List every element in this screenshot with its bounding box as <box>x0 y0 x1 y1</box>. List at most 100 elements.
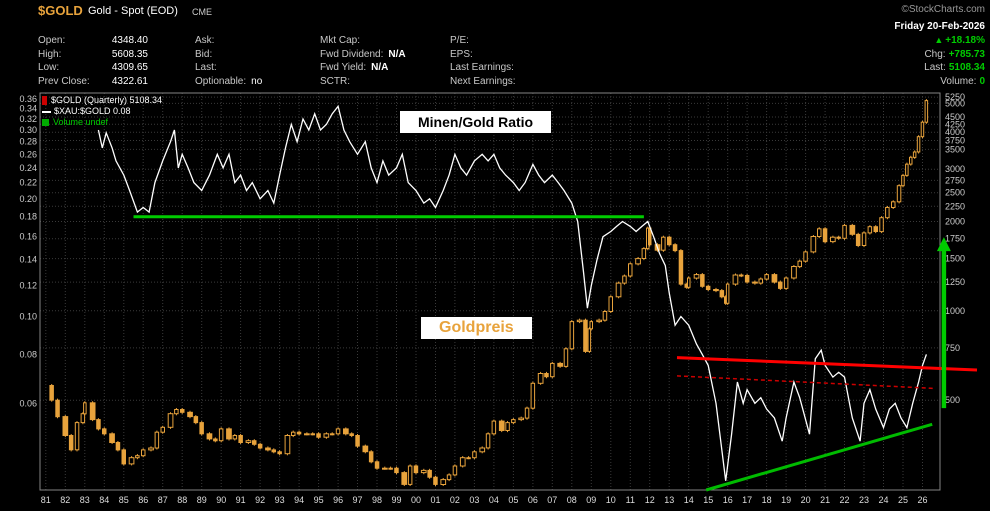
open-label: Open: <box>38 35 66 46</box>
x-axis-tick: 03 <box>469 495 479 505</box>
chg-value: +785.73 <box>948 48 985 60</box>
x-axis-tick: 00 <box>411 495 421 505</box>
prev-close-label: Prev Close: <box>38 75 90 87</box>
x-axis-tick: 05 <box>508 495 518 505</box>
symbol-name: Gold - Spot (EOD) <box>88 5 178 17</box>
x-axis-tick: 91 <box>236 495 246 505</box>
fwd-dividend-label: Fwd Dividend: <box>320 48 384 60</box>
exchange-label: CME <box>192 7 212 17</box>
x-axis-tick: 12 <box>645 495 655 505</box>
x-axis-tick: 01 <box>430 495 440 505</box>
ratio-red-resistance <box>676 356 978 372</box>
chart-area: 0.36 0.34 0.32 0.30 0.28 0.26 0.24 0.22 0.20 0.18… <box>0 90 990 511</box>
mktcap-label: Mkt Cap: <box>320 35 361 46</box>
left-axis-tick: 0.36 <box>19 94 37 104</box>
right-axis-tick: 4500 <box>945 112 965 122</box>
right-axis-tick: 3750 <box>945 136 965 146</box>
legend-gold: $GOLD (Quarterly) 5108.34 <box>51 95 163 105</box>
x-axis-tick: 10 <box>606 495 616 505</box>
right-axis-tick: 3500 <box>945 144 965 154</box>
goldpreis-annotation-label: Goldpreis <box>421 317 532 339</box>
legend-ratio: $XAU:$GOLD 0.08 <box>54 106 131 116</box>
eps-label: EPS: <box>450 48 473 60</box>
x-axis-tick: 84 <box>99 495 109 505</box>
x-axis-tick: 26 <box>917 495 927 505</box>
ratio-annotation-label: Minen/Gold Ratio <box>400 111 552 133</box>
up-triangle-icon: ▲ <box>934 35 944 45</box>
symbol: $GOLD <box>38 3 83 18</box>
open-value: 4348.40 <box>111 35 148 46</box>
stockcharts-copyright-link[interactable]: ©StockCharts.com <box>901 4 985 15</box>
plot-border <box>39 92 941 491</box>
optionable-label: Optionable: <box>195 75 247 87</box>
x-axis-tick: 24 <box>878 495 888 505</box>
ratio-green-support <box>705 422 933 492</box>
ratio-line <box>97 104 928 481</box>
left-axis-tick: 0.34 <box>19 104 37 114</box>
x-axis-tick: 99 <box>391 495 401 505</box>
left-axis-tick: 0.14 <box>19 254 37 264</box>
quote-date: Friday 20-Feb-2026 <box>894 21 985 32</box>
optionable-value: no <box>251 75 263 87</box>
next-earnings-label: Next Earnings: <box>450 75 516 87</box>
left-axis-tick: 0.26 <box>19 149 37 159</box>
breakout-arrow <box>936 237 951 409</box>
x-axis-tick: 82 <box>60 495 70 505</box>
right-axis-tick: 4250 <box>945 119 965 129</box>
titlebar: $GOLD Gold - Spot (EOD) CME ©StockCharts… <box>0 3 985 19</box>
x-axis-tick: 20 <box>801 495 811 505</box>
x-axis-tick: 25 <box>898 495 908 505</box>
left-axis-tick: 0.24 <box>19 163 37 173</box>
x-axis-tick: 89 <box>197 495 207 505</box>
right-axis-tick: 1750 <box>945 234 965 244</box>
x-axis-tick: 96 <box>333 495 343 505</box>
x-axis-tick: 06 <box>528 495 538 505</box>
sctr-label: SCTR: <box>320 75 350 87</box>
left-axis-tick: 0.18 <box>19 212 37 222</box>
x-axis-tick: 14 <box>684 495 694 505</box>
right-axis-tick: 750 <box>945 343 960 353</box>
volume-style-icon <box>42 119 49 127</box>
high-value: 5608.35 <box>111 48 148 60</box>
x-axis-tick: 86 <box>138 495 148 505</box>
chart-legend: $GOLD (Quarterly) 5108.34 $XAU:$GOLD 0.0… <box>42 95 162 128</box>
x-axis-tick: 97 <box>352 495 362 505</box>
fwd-yield-value: N/A <box>371 62 389 73</box>
ratio-red-dashed <box>676 375 935 390</box>
line-style-icon <box>42 110 51 113</box>
grid-lines <box>40 93 940 490</box>
chg-label: Chg: <box>924 48 946 60</box>
volume-label: Volume: <box>940 75 977 87</box>
quote-panel: Open: 4348.40 Ask: Mkt Cap: P/E: ▲ +18.18%… <box>38 35 985 89</box>
pct-change-value: +18.18% <box>945 35 985 46</box>
left-axis-tick: 0.30 <box>19 125 37 135</box>
last-price-label: Last: <box>924 62 946 73</box>
bid-label: Bid: <box>195 48 213 60</box>
x-axis-tick: 90 <box>216 495 226 505</box>
right-axis-tick: 2250 <box>945 201 965 211</box>
left-axis-tick: 0.28 <box>19 137 37 147</box>
left-axis-tick: 0.12 <box>19 281 37 291</box>
low-value: 4309.65 <box>111 62 148 73</box>
right-axis-tick: 2000 <box>945 217 965 227</box>
x-axis-tick: 15 <box>703 495 713 505</box>
x-axis-tick: 83 <box>80 495 90 505</box>
x-axis-tick: 17 <box>742 495 752 505</box>
gold-candles <box>49 99 929 486</box>
x-axis-tick: 04 <box>489 495 499 505</box>
quote-row: Prev Close: 4322.61 Optionable: no SCTR: N… <box>38 76 985 90</box>
fwd-dividend-value: N/A <box>388 48 406 60</box>
x-axis-tick: 95 <box>314 495 324 505</box>
fwd-yield-label: Fwd Yield: <box>320 62 367 73</box>
right-axis-tick: 1500 <box>945 254 965 264</box>
x-axis-tick: 07 <box>547 495 557 505</box>
right-axis-tick: 1250 <box>945 277 965 287</box>
x-axis-tick: 23 <box>859 495 869 505</box>
left-axis-tick: 0.08 <box>19 349 37 359</box>
x-axis-tick: 21 <box>820 495 830 505</box>
high-label: High: <box>38 48 62 60</box>
volume-value: 0 <box>979 75 985 87</box>
x-axis-tick: 93 <box>275 495 285 505</box>
x-axis-tick: 22 <box>839 495 849 505</box>
